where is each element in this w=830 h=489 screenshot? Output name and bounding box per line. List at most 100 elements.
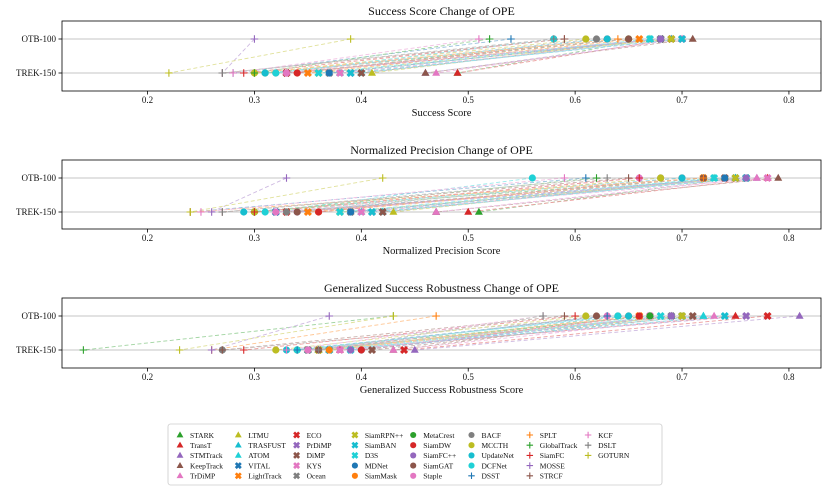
connector-strcf [222,38,565,74]
legend-marker-dimp [293,451,301,459]
marker-otb-dslt [549,35,558,43]
legend-label-siamban: SiamBAN [365,441,397,450]
x-tick-label: 0.7 [676,95,688,105]
connector-updatenet [286,315,629,351]
connector-dsst [190,177,586,213]
axes-frame [61,20,822,92]
y-tick-label: TREK-150 [16,68,56,78]
marker-otb-siamban [677,34,687,44]
marker-otb-mosse [325,312,334,320]
x-tick-label: 0.3 [249,372,261,382]
legend-marker-d3s [351,451,359,459]
connector-siamrpnplusplus [318,315,683,351]
x-tick-label: 0.6 [570,372,582,382]
connector-siamfc [254,177,640,213]
axes-frame [61,297,822,369]
connector-kcf [232,38,479,74]
connector-eco [286,38,672,74]
marker-trek-mosse [207,208,216,216]
marker-trek-trdimp [389,345,398,353]
legend-label-atom: ATOM [248,451,269,460]
connector-mdnet [329,38,661,74]
connector-lighttrack [318,315,640,351]
legend-entry-siamrpnplusplus: SiamRPN++ [351,431,403,440]
marker-trek-trdimp [432,207,441,215]
marker-otb-dsst [603,312,611,320]
connector-bacf [275,38,597,74]
marker-otb-siamfcplusplus [667,312,675,320]
connector-dslt [222,177,608,213]
connector-ltmu [329,315,683,351]
marker-otb-bacf [592,35,601,43]
connector-lighttrack [307,177,704,213]
legend-marker-transt [176,441,184,448]
connector-vital [275,177,736,213]
legend-marker-stmtrack [176,451,184,458]
marker-otb-prdimp [742,311,751,321]
connector-goturn [179,315,394,351]
legend-entry-eco: ECO [293,431,322,440]
connector-splt [211,315,437,351]
marker-trek-siamdw [293,69,301,77]
legend-label-kys: KYS [307,461,322,470]
x-axis-label: Generalized Success Robustness Score [360,385,524,396]
connector-metacrest [297,315,651,351]
connector-stmtrack [425,38,683,74]
legend-label-keeptrack: KeepTrack [190,461,223,470]
marker-otb-mccth [657,174,665,182]
connector-keeptrack [393,315,672,351]
marker-trek-mdnet [347,208,355,216]
legend-entry-ltmu: LTMU [234,431,269,440]
marker-trek-transt [453,68,462,76]
connector-metacrest [265,38,629,74]
marker-otb-dsst [582,174,590,182]
x-axis-label: Success Score [412,108,472,119]
connector-siamrpnplusplus [339,177,736,213]
marker-trek-transt [464,207,473,215]
legend-label-dslt: DSLT [598,441,616,450]
panel-2: Normalized Precision Change of OPE OTB-10… [16,143,822,257]
legend-label-dimp: DiMP [307,451,325,460]
legend-entry-stmtrack: STMTrack [176,451,223,460]
connector-siamgat [318,315,597,351]
connector-staple [275,177,640,213]
marker-trek-d3s [335,207,344,217]
connector-siamgat [286,38,629,74]
x-tick-label: 0.4 [356,372,368,382]
connector-siamrpnplusplus [318,38,672,74]
marker-otb-mosse [250,35,259,43]
marker-otb-siamrpnplusplus [731,173,740,183]
marker-trek-dslt [314,346,323,354]
connector-dslt [318,315,544,351]
marker-trek-updatenet [240,208,248,216]
legend-label-goturn: GOTURN [598,451,630,460]
x-tick-label: 0.5 [463,233,475,243]
connector-stmtrack [436,177,757,213]
marker-trek-goturn [186,208,195,216]
marker-trek-goturn [175,346,184,354]
connector-mccth [254,177,661,213]
marker-trek-mosse [207,346,216,354]
legend-entry-siamdw: SiamDW [410,441,452,450]
legend-marker-ltmu [234,431,242,438]
marker-trek-dslt [218,69,227,77]
legend-label-trasfust: TRASFUST [248,441,286,450]
marker-trek-mdnet [325,69,333,77]
legend-marker-ocean [293,472,301,480]
connector-staple [286,38,554,74]
legend-label-prdimp: PrDiMP [307,441,332,450]
marker-trek-kys [335,68,344,78]
connector-atom [361,177,715,213]
marker-trek-dimp [357,68,366,78]
legend-marker-kys [293,462,301,470]
marker-trek-kcf [282,346,291,354]
marker-otb-siamdw [635,312,643,320]
connector-prdimp [350,38,683,74]
connector-globaltrack [254,38,490,74]
x-tick-label: 0.6 [570,95,582,105]
connector-lighttrack [307,38,640,74]
connector-keeptrack [425,38,693,74]
marker-trek-siamfc [250,208,259,216]
legend-label-siamrpnplusplus: SiamRPN++ [365,431,403,440]
